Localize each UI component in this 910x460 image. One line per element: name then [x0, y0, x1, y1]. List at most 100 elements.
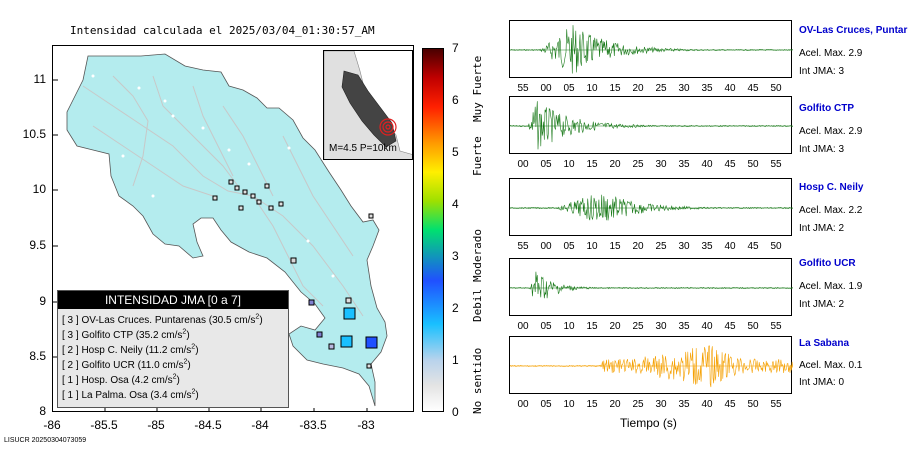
time-tick-label: 45: [724, 321, 736, 332]
station-name-link[interactable]: Golfito CTP: [799, 103, 854, 114]
waveform-line: [510, 101, 793, 150]
time-tick-label: 00: [540, 241, 552, 252]
station-jma: Int JMA: 3: [799, 66, 845, 77]
time-ticks: 55 00 05 10 15 20 25 30 35 40 45 50: [509, 241, 792, 253]
station-name-link[interactable]: La Sabana: [799, 338, 850, 349]
station-accel: Acel. Max. 1.9: [799, 281, 863, 292]
waveform-trace: [510, 25, 793, 74]
time-tick-label: 50: [747, 321, 759, 332]
time-tick-label: 45: [724, 159, 736, 170]
scale-label-fuerte: Fuerte: [471, 136, 484, 176]
y-tick-label: 10: [32, 182, 46, 196]
time-tick-label: 10: [563, 399, 575, 410]
station-accel: Acel. Max. 2.2: [799, 205, 863, 216]
legend-row: [ 3 ] Golfito CTP (35.2 cm/s2): [62, 328, 190, 341]
map-canvas: [53, 53, 388, 411]
time-tick-label: 40: [724, 241, 736, 252]
time-tick-label: 55: [517, 241, 529, 252]
station-accel: Acel. Max. 0.1: [799, 360, 863, 371]
legend-row: [ 2 ] Hosp C. Neily (11.2 cm/s2): [62, 343, 199, 356]
time-tick-label: 35: [678, 159, 690, 170]
time-tick-label: 25: [655, 241, 667, 252]
time-tick-label: 55: [517, 83, 529, 94]
trace-panel-golfito-ctp[interactable]: [509, 96, 793, 154]
scale-tick: 5: [452, 145, 459, 159]
time-tick-label: 55: [770, 399, 782, 410]
time-tick-label: 15: [586, 399, 598, 410]
time-tick-label: 15: [609, 241, 621, 252]
waveform-line: [510, 25, 793, 74]
station-markers[interactable]: [212, 179, 378, 369]
legend-row: [ 2 ] Golfito UCR (11.0 cm/s2): [62, 358, 191, 371]
time-tick-label: 05: [563, 83, 575, 94]
time-tick-label: 00: [517, 159, 529, 170]
costa-rica-land: [66, 53, 388, 407]
scale-label-moderado: Moderado: [471, 229, 484, 282]
time-tick-label: 30: [655, 159, 667, 170]
time-tick-label: 10: [563, 159, 575, 170]
trace-panel-golfito-ucr[interactable]: [509, 258, 793, 316]
inset-map: [323, 50, 413, 160]
station-accel: Acel. Max. 2.9: [799, 48, 863, 59]
x-tick-label: -83.5: [299, 418, 327, 432]
scale-tick: 6: [452, 93, 459, 107]
time-tick-label: 40: [701, 321, 713, 332]
epicenter-icon: [379, 118, 397, 136]
time-tick-label: 05: [540, 399, 552, 410]
time-tick-label: 45: [747, 83, 759, 94]
time-tick-label: 35: [701, 241, 713, 252]
trace-panel-hosp-c-neily[interactable]: [509, 178, 793, 236]
time-tick-label: 20: [609, 399, 621, 410]
intensity-map[interactable]: M=4.5 P=10km INTENSIDAD JMA [0 a 7] [ 3 …: [52, 45, 414, 412]
time-tick-label: 35: [678, 399, 690, 410]
time-tick-label: 30: [678, 83, 690, 94]
legend-header: INTENSIDAD JMA [0 a 7]: [58, 291, 288, 309]
legend-row: [ 1 ] Hosp. Osa (4.2 cm/s2): [62, 373, 180, 386]
waveform-line: [510, 345, 793, 388]
time-tick-label: 50: [770, 83, 782, 94]
time-tick-label: 30: [655, 321, 667, 332]
time-tick-label: 50: [747, 159, 759, 170]
trace-panel-la-sabana[interactable]: [509, 336, 793, 394]
time-tick-label: 30: [655, 399, 667, 410]
time-tick-label: 05: [563, 241, 575, 252]
legend-row: [ 3 ] OV-Las Cruces. Puntarenas (30.5 cm…: [62, 313, 263, 326]
station-accel: Acel. Max. 2.9: [799, 126, 863, 137]
city-dots: [91, 74, 335, 278]
waveform-trace: [510, 345, 793, 388]
x-tick-label: -86: [43, 418, 61, 432]
station-name-link[interactable]: OV-Las Cruces, Puntar: [799, 25, 908, 36]
time-ticks: 00 05 10 15 20 25 30 35 40 45 50 55: [509, 399, 792, 411]
time-tick-label: 55: [770, 321, 782, 332]
y-tick-label: 11: [33, 72, 46, 86]
waveform-trace: [510, 194, 793, 221]
time-tick-label: 15: [586, 159, 598, 170]
station-jma: Int JMA: 0: [799, 377, 845, 388]
time-tick-label: 30: [678, 241, 690, 252]
station-name-link[interactable]: Hosp C. Neily: [799, 182, 864, 193]
time-tick-label: 00: [540, 83, 552, 94]
scale-label-muy-fuerte: Muy Fuerte: [471, 55, 484, 122]
y-tick-label: 10.5: [22, 127, 46, 141]
time-tick-label: 25: [632, 159, 644, 170]
scale-label-debil: Debil: [471, 288, 484, 322]
y-tick-label: 8.5: [29, 349, 46, 363]
time-tick-label: 35: [701, 83, 713, 94]
time-tick-label: 40: [701, 399, 713, 410]
scale-label-no-sentido: No sentido: [471, 347, 484, 414]
waveform-trace: [510, 271, 793, 299]
station-name-link[interactable]: Golfito UCR: [799, 258, 856, 269]
scale-tick: 7: [452, 41, 459, 55]
time-tick-label: 10: [586, 241, 598, 252]
time-tick-label: 20: [632, 241, 644, 252]
trace-panel-ov-las-cruces[interactable]: [509, 20, 793, 78]
time-tick-label: 50: [747, 399, 759, 410]
time-tick-label: 25: [632, 321, 644, 332]
time-tick-label: 35: [678, 321, 690, 332]
time-tick-label: 50: [770, 241, 782, 252]
scale-tick: 3: [452, 249, 459, 263]
time-tick-label: 00: [517, 399, 529, 410]
y-tick-label: 8: [39, 404, 46, 418]
intensity-legend: INTENSIDAD JMA [0 a 7] [ 3 ] OV-Las Cruc…: [57, 290, 289, 408]
x-tick-label: -83: [357, 418, 375, 432]
